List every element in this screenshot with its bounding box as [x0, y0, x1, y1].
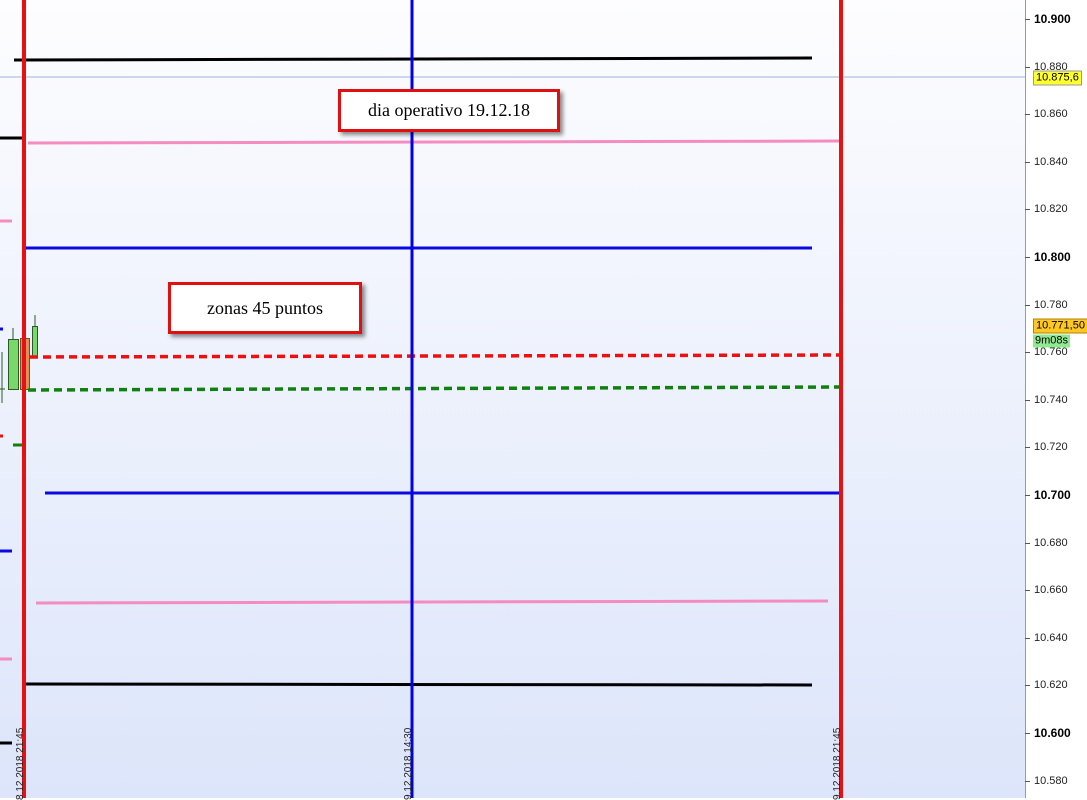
- time-label-start: 8.12.2018 21:45: [15, 727, 26, 800]
- day-label: dia operativo 19.12.18: [368, 100, 530, 120]
- price-tick-mark: [1025, 399, 1030, 401]
- price-tick-label: 10.880: [1034, 60, 1068, 73]
- price-tick-label: 10.760: [1034, 346, 1068, 359]
- zones-label: zonas 45 puntos: [207, 297, 323, 318]
- chart-drawings: [0, 0, 1025, 798]
- candle-body: [32, 326, 38, 358]
- price-tick-label: 10.640: [1034, 631, 1068, 644]
- price-tick-label: 10.780: [1034, 298, 1068, 311]
- chart-plot-area[interactable]: dia operativo 19.12.18 zonas 45 puntos 8…: [0, 0, 1025, 800]
- price-tick-mark: [1025, 780, 1030, 782]
- level-red-dotted[interactable]: [29, 353, 843, 359]
- price-tick-mark: [1025, 495, 1030, 496]
- price-tick-mark: [1025, 590, 1030, 592]
- price-tick-mark: [1025, 352, 1030, 354]
- time-label-mid: 9.12.2018 14:30: [403, 727, 414, 800]
- price-tick-label: 10.800: [1034, 250, 1071, 264]
- candle-body: [8, 339, 19, 390]
- price-tick-label: 10.740: [1034, 393, 1068, 406]
- price-tick-label: 10.580: [1034, 774, 1068, 787]
- price-axis[interactable]: [1025, 0, 1087, 798]
- price-tick-mark: [1025, 542, 1030, 544]
- price-tick-label: 10.660: [1034, 584, 1068, 597]
- bar-timer-tag: 9m08s: [1033, 334, 1071, 348]
- price-tick-mark: [1025, 161, 1030, 163]
- level-black-bottom[interactable]: [25, 682, 813, 687]
- price-tick-mark: [1025, 114, 1030, 116]
- price-tick-label: 10.820: [1034, 203, 1068, 216]
- price-tick-mark: [1025, 304, 1030, 306]
- price-tick-label: 10.900: [1034, 12, 1071, 26]
- price-tick-mark: [1025, 733, 1030, 734]
- price-tick-mark: [1025, 257, 1030, 258]
- level-green-dotted[interactable]: [27, 385, 843, 392]
- price-tick-mark: [1025, 19, 1030, 20]
- price-tick-mark: [1025, 66, 1030, 68]
- price-tick-mark: [1025, 637, 1030, 639]
- price-tick-label: 10.700: [1034, 488, 1071, 502]
- last-price-tag: 10.771,50: [1033, 318, 1087, 334]
- price-tick-label: 10.680: [1034, 536, 1068, 549]
- level-pink-bottom[interactable]: [35, 599, 829, 605]
- price-tick-mark: [1025, 447, 1030, 449]
- price-tick-label: 10.840: [1034, 155, 1068, 168]
- price-tick-mark: [1025, 209, 1030, 211]
- crosshair-price-tag: 10.875,6: [1033, 70, 1082, 86]
- time-label-end: 9.12.2018 21:45: [832, 727, 843, 800]
- price-tick-mark: [1025, 685, 1030, 687]
- day-label-box[interactable]: dia operativo 19.12.18: [338, 89, 560, 132]
- zones-label-box[interactable]: zonas 45 puntos: [168, 282, 362, 334]
- price-tick-label: 10.620: [1034, 679, 1068, 692]
- price-tick-label: 10.720: [1034, 441, 1068, 454]
- level-pink-top[interactable]: [27, 139, 843, 145]
- price-tick-label: 10.860: [1034, 108, 1068, 121]
- price-tick-label: 10.600: [1034, 726, 1071, 740]
